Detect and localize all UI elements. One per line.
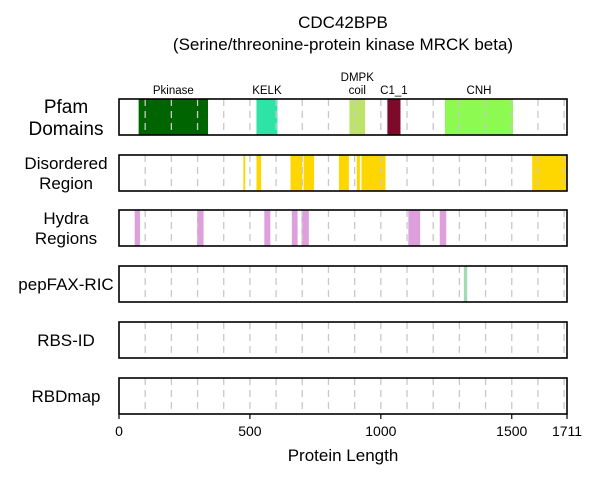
domain-label-1-0: KELK: [252, 85, 282, 97]
track-5: RBDmap: [32, 377, 568, 415]
segment-0-1: [256, 99, 278, 135]
x-tick-label-0: 0: [115, 423, 123, 439]
segment-0-2: [349, 99, 366, 135]
track-frame-2: [118, 209, 568, 247]
segment-0-4: [444, 99, 514, 135]
track-label-2-1: Regions: [35, 229, 97, 248]
track-label-4-0: RBS-ID: [37, 331, 95, 350]
domain-label-3-0: C1_1: [380, 85, 408, 97]
track-label-0-0: Pfam: [44, 97, 88, 118]
track-label-1-1: Region: [39, 174, 93, 193]
segment-2-3: [291, 210, 298, 246]
track-frame-5: [118, 377, 568, 415]
segment-2-1: [197, 210, 204, 246]
track-label-2-0: Hydra: [43, 209, 89, 228]
domain-label-2-1: coil: [349, 85, 366, 97]
segment-2-5: [408, 210, 421, 246]
segment-1-6: [361, 155, 386, 191]
domain-label-0-0: Pkinase: [153, 85, 194, 97]
segment-1-0: [243, 155, 246, 191]
x-tick-label-1: 500: [238, 423, 262, 439]
chart-title: CDC42BPB: [298, 13, 388, 32]
x-axis: 0 500 1000 1500 1711: [115, 414, 582, 439]
track-3: pepFAX-RIC: [18, 265, 568, 303]
track-4: RBS-ID: [37, 321, 568, 359]
segment-2-6: [439, 210, 447, 246]
domain-label-4-0: CNH: [467, 85, 492, 97]
track-frame-4: [118, 321, 568, 359]
segment-0-3: [387, 99, 401, 135]
track-label-3-0: pepFAX-RIC: [18, 275, 113, 294]
x-tick-label-4: 1711: [552, 423, 582, 439]
segment-2-0: [134, 210, 140, 246]
track-frame-3: [118, 265, 568, 303]
segment-1-1: [256, 155, 262, 191]
segment-1-5: [356, 155, 360, 191]
track-label-1-0: Disordered: [24, 154, 107, 173]
segment-1-2: [290, 155, 303, 191]
segment-1-3: [303, 155, 315, 191]
segment-3-0: [463, 266, 468, 302]
chart-subtitle: (Serine/threonine-protein kinase MRCK be…: [173, 35, 513, 54]
x-axis-label: Protein Length: [288, 446, 399, 465]
segment-0-0: [138, 99, 209, 135]
track-label-5-0: RBDmap: [32, 387, 101, 406]
x-tick-label-3: 1500: [496, 423, 527, 439]
track-frame-0: [118, 98, 568, 136]
segment-2-2: [264, 210, 271, 246]
track-label-0-1: Domains: [29, 119, 104, 140]
segment-1-4: [338, 155, 349, 191]
domain-label-2-0: DMPK: [341, 72, 375, 84]
x-tick-label-2: 1000: [365, 423, 396, 439]
track-frame-1: [118, 154, 568, 192]
segment-2-4: [301, 210, 309, 246]
